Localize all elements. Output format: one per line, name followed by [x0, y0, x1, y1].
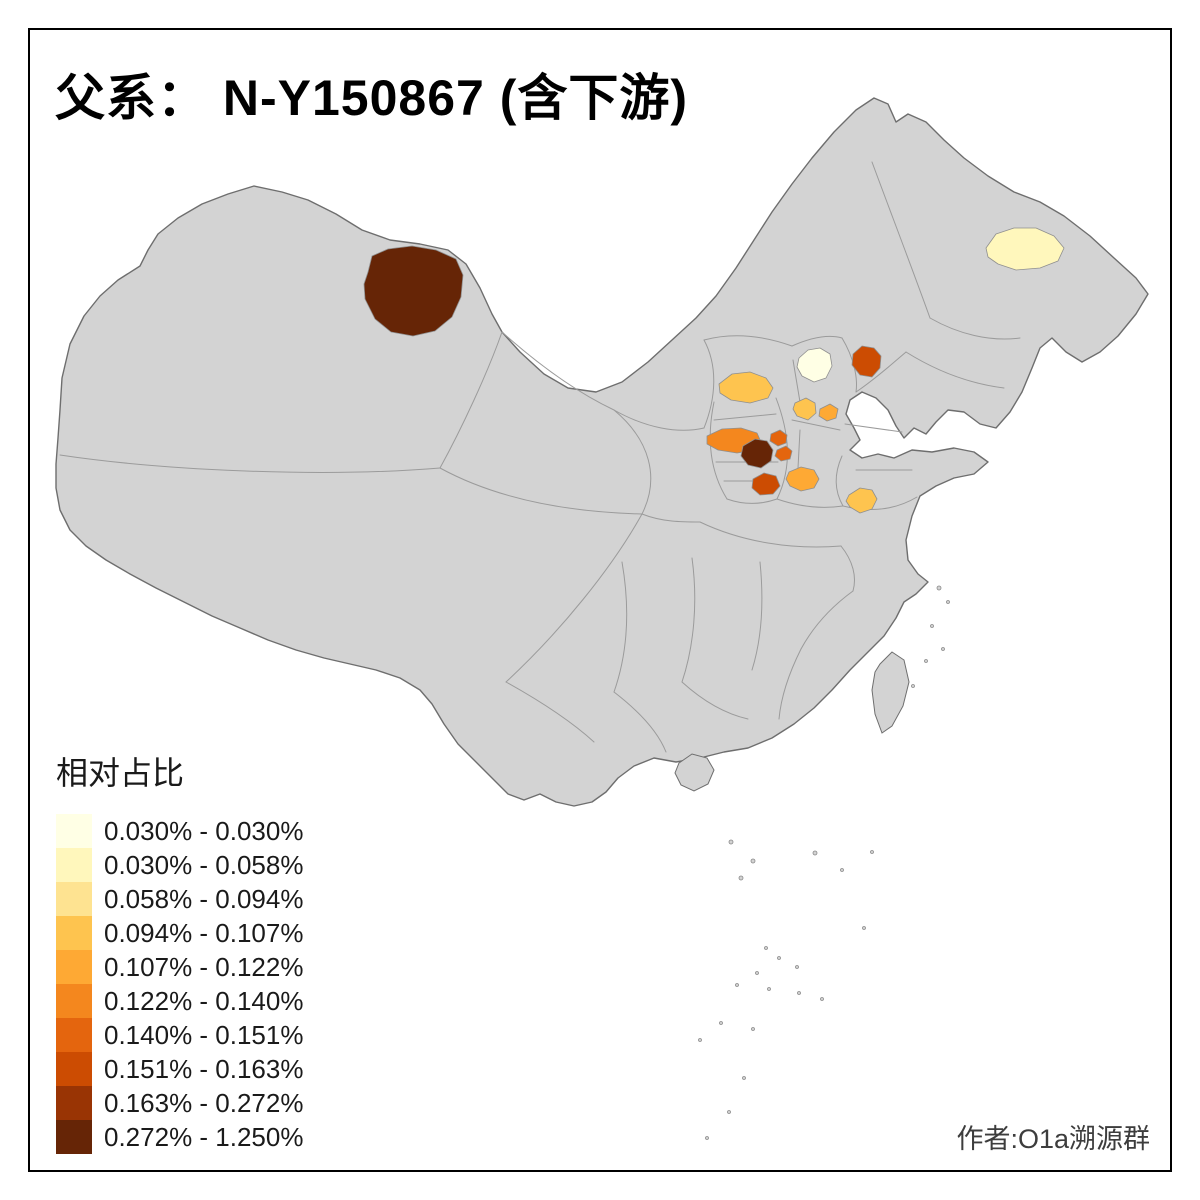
- legend-item: 0.272% - 1.250%: [56, 1120, 303, 1154]
- legend-item: 0.151% - 0.163%: [56, 1052, 303, 1086]
- legend-item: 0.030% - 0.058%: [56, 848, 303, 882]
- region-central-heilongjiang: [985, 227, 1065, 271]
- legend-color-swatch: [56, 1018, 92, 1052]
- region-south-shandong: [845, 487, 878, 514]
- legend-color-swatch: [56, 1086, 92, 1120]
- legend-items: 0.030% - 0.030% 0.030% - 0.058% 0.058% -…: [56, 814, 303, 1154]
- legend-color-swatch: [56, 1052, 92, 1086]
- legend-item: 0.107% - 0.122%: [56, 950, 303, 984]
- legend-color-swatch: [56, 916, 92, 950]
- map-title: 父系： N-Y150867 (含下游): [55, 70, 689, 126]
- legend-range-label: 0.058% - 0.094%: [104, 883, 304, 914]
- legend-range-label: 0.030% - 0.058%: [104, 849, 304, 880]
- region-southwest-shanxi: [751, 472, 781, 496]
- region-central-hebei: [818, 403, 839, 422]
- legend-color-swatch: [56, 848, 92, 882]
- legend-range-label: 0.163% - 0.272%: [104, 1087, 304, 1118]
- region-northwest-hebei: [792, 397, 817, 421]
- taiwan-island: [871, 651, 910, 734]
- region-north-henan: [785, 466, 820, 492]
- legend-item: 0.163% - 0.272%: [56, 1086, 303, 1120]
- highlighted-regions: [363, 227, 1065, 514]
- legend-range-label: 0.272% - 1.250%: [104, 1121, 304, 1152]
- legend-item: 0.030% - 0.030%: [56, 814, 303, 848]
- legend-color-swatch: [56, 1120, 92, 1154]
- legend-item: 0.140% - 0.151%: [56, 1018, 303, 1052]
- legend-title: 相对占比: [56, 755, 185, 791]
- author-credit: 作者:O1a溯源群: [956, 1124, 1150, 1154]
- legend-color-swatch: [56, 950, 92, 984]
- hainan-island: [674, 753, 715, 792]
- region-north-xinjiang-altay: [363, 245, 464, 337]
- legend-range-label: 0.094% - 0.107%: [104, 917, 304, 948]
- legend-range-label: 0.122% - 0.140%: [104, 985, 304, 1016]
- legend-range-label: 0.140% - 0.151%: [104, 1019, 304, 1050]
- legend-color-swatch: [56, 814, 92, 848]
- legend-color-swatch: [56, 984, 92, 1018]
- legend-range-label: 0.030% - 0.030%: [104, 815, 304, 846]
- legend-item: 0.122% - 0.140%: [56, 984, 303, 1018]
- region-beijing-area: [796, 347, 833, 383]
- legend-item: 0.094% - 0.107%: [56, 916, 303, 950]
- region-central-liaoning: [851, 345, 882, 378]
- region-east-shanxi-lower: [774, 445, 793, 462]
- legend: 相对占比 0.030% - 0.030% 0.030% - 0.058% 0.0…: [56, 748, 303, 1154]
- region-east-shanxi-upper: [769, 429, 788, 447]
- province-boundaries: [59, 161, 1021, 753]
- region-central-shanxi-dark: [740, 438, 774, 469]
- legend-range-label: 0.107% - 0.122%: [104, 951, 304, 982]
- legend-range-label: 0.151% - 0.163%: [104, 1053, 304, 1084]
- region-north-shanxi: [718, 371, 774, 404]
- legend-item: 0.058% - 0.094%: [56, 882, 303, 916]
- legend-color-swatch: [56, 882, 92, 916]
- china-mainland-outline: [55, 97, 1149, 807]
- sea-islets: [698, 585, 950, 1140]
